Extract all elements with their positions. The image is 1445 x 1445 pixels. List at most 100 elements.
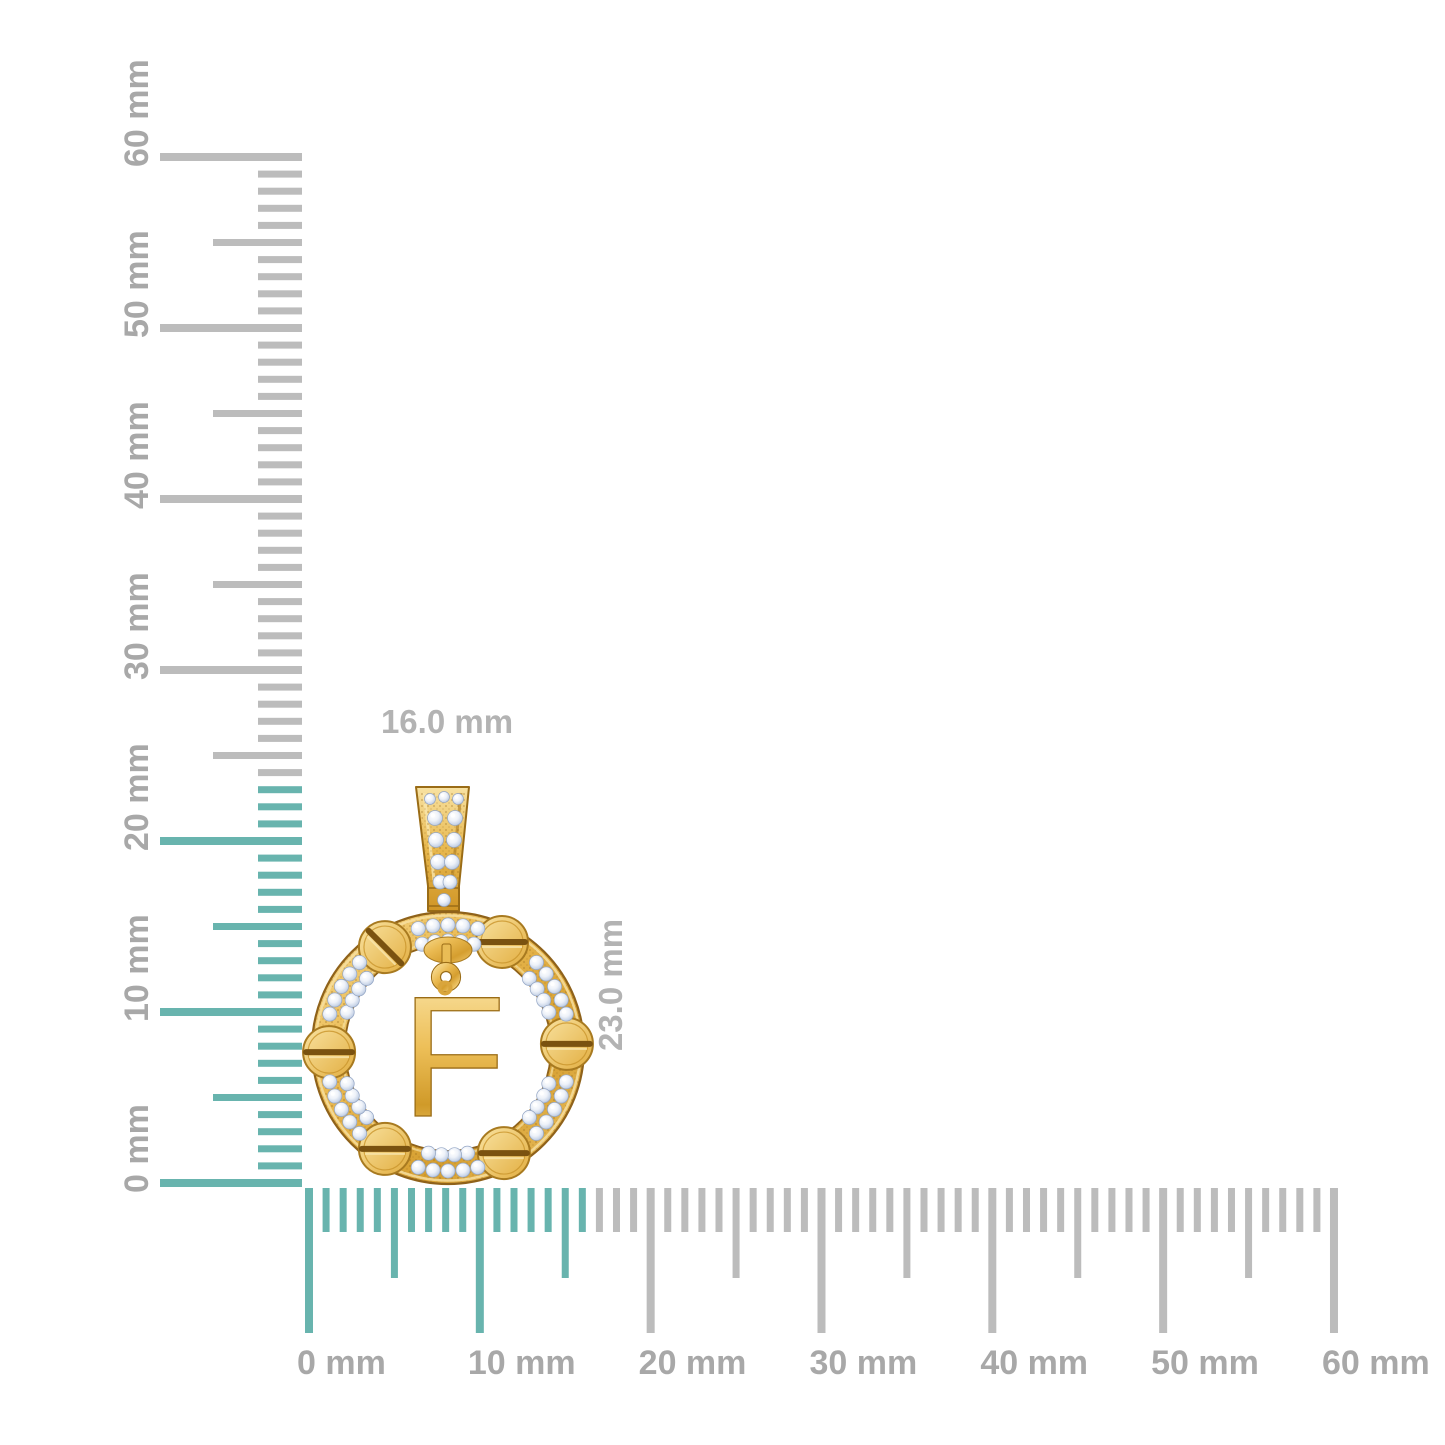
diamond-sparkle xyxy=(437,1150,442,1155)
diamond-sparkle xyxy=(342,1007,348,1012)
ruler-tick xyxy=(510,1188,518,1232)
ruler-tick xyxy=(258,529,302,537)
vertical-ruler: 0 mm 10 mm 20 mm 30 mm 40 mm 50 mm 60 mm xyxy=(118,59,302,1193)
diamond xyxy=(339,1076,355,1092)
diamond-sparkle xyxy=(345,1117,350,1122)
screw-slot-group xyxy=(476,938,529,948)
ruler-tick xyxy=(258,358,302,366)
width-dimension-label: 16.0 mm xyxy=(381,703,513,740)
ruler-tick xyxy=(213,410,302,417)
screw-slot-highlight xyxy=(366,935,397,966)
diamond-sparkle xyxy=(354,1102,359,1107)
diamond xyxy=(359,971,375,986)
ruler-tick xyxy=(442,1188,450,1232)
diamond-sparkle xyxy=(330,1091,335,1096)
screw-inner-ring xyxy=(363,925,407,969)
ruler-tick xyxy=(1279,1188,1287,1232)
ruler-tick xyxy=(258,991,302,999)
ruler-tick xyxy=(1313,1188,1321,1232)
diamond xyxy=(322,1006,338,1022)
diamond-sparkle xyxy=(541,1117,547,1122)
diamond xyxy=(342,1114,358,1130)
diamond-sparkle xyxy=(473,1162,478,1167)
ruler-tick xyxy=(749,1188,757,1232)
diamond-sparkle xyxy=(445,877,450,882)
diamond-sparkle xyxy=(447,857,452,862)
ruler-tick xyxy=(258,598,302,606)
ruler-tick xyxy=(1159,1188,1168,1333)
screw-slot-group xyxy=(303,1049,356,1059)
diamond-sparkle xyxy=(347,1091,353,1096)
diamond-sparkle xyxy=(433,857,438,862)
diamond xyxy=(425,918,441,934)
ruler-tick xyxy=(1193,1188,1201,1232)
ruler-tick xyxy=(698,1188,706,1232)
ruler-tick xyxy=(213,752,302,759)
diamond-sparkle xyxy=(342,1079,348,1084)
ruler-tick xyxy=(971,1188,979,1232)
ruler-tick xyxy=(258,204,302,212)
ruler-tick xyxy=(160,1179,302,1187)
diamond-sparkle xyxy=(428,921,434,926)
ruler-tick xyxy=(578,1188,586,1232)
ruler-tick xyxy=(1125,1188,1133,1232)
ruler-tick xyxy=(1176,1188,1184,1232)
diamond-sparkle xyxy=(337,1104,342,1110)
diamond xyxy=(541,1004,557,1020)
ruler-tick xyxy=(258,769,302,777)
ruler-tick xyxy=(213,239,302,246)
ruler-tick xyxy=(1057,1188,1065,1232)
ruler-label: 20 mm xyxy=(118,743,156,851)
diamond xyxy=(452,793,464,805)
ruler-label: 10 mm xyxy=(468,1344,576,1382)
ruler-tick xyxy=(937,1188,945,1232)
diamond xyxy=(538,966,554,982)
diamond-sparkle xyxy=(440,793,444,797)
ruler-tick xyxy=(160,153,302,161)
ruler-tick xyxy=(527,1188,535,1232)
diamond xyxy=(521,1110,537,1125)
diamond xyxy=(529,1125,544,1141)
diamond-sparkle xyxy=(355,1128,360,1134)
ruler-label: 60 mm xyxy=(118,59,156,167)
pendant: F xyxy=(302,786,594,1186)
ruler-label: 30 mm xyxy=(809,1344,917,1382)
ruler-label: 20 mm xyxy=(639,1344,747,1382)
ruler-tick xyxy=(213,1094,302,1101)
ruler-tick xyxy=(258,1111,302,1119)
diamond xyxy=(327,992,343,1008)
ruler-tick xyxy=(664,1188,672,1232)
diamond-sparkle xyxy=(469,939,474,944)
diamond-sparkle xyxy=(325,1077,330,1082)
ruler-tick xyxy=(258,940,302,948)
ruler-tick xyxy=(258,307,302,315)
ruler-label: 40 mm xyxy=(118,401,156,509)
ruler-label: 0 mm xyxy=(297,1344,386,1382)
ruler-tick xyxy=(390,1188,398,1278)
ruler-tick xyxy=(258,512,302,520)
ruler-tick xyxy=(612,1188,620,1232)
diamond-sparkle xyxy=(561,1077,567,1082)
ruler-tick xyxy=(258,871,302,879)
ruler-tick xyxy=(595,1188,603,1232)
ruler-tick xyxy=(258,1076,302,1084)
diamond xyxy=(446,832,462,848)
diamond-sparkle xyxy=(454,795,458,799)
diamond xyxy=(342,966,358,982)
horizontal-ruler: 0 mm 10 mm 20 mm 30 mm 40 mm 50 mm 60 mm xyxy=(297,1188,1430,1382)
ruler-tick xyxy=(305,1188,313,1333)
ruler-tick xyxy=(258,1042,302,1050)
ruler-tick xyxy=(160,324,302,332)
letter-hanger xyxy=(423,936,473,996)
diamond-sparkle xyxy=(354,984,359,989)
diamond-sparkle xyxy=(449,835,454,840)
ruler-tick xyxy=(869,1188,877,1232)
diamond-sparkle xyxy=(417,939,423,944)
diamond-sparkle xyxy=(413,1162,419,1167)
ruler-tick xyxy=(1329,1188,1338,1333)
ruler-label: 30 mm xyxy=(118,572,156,680)
diamond xyxy=(442,874,458,890)
ruler-tick xyxy=(646,1188,655,1333)
